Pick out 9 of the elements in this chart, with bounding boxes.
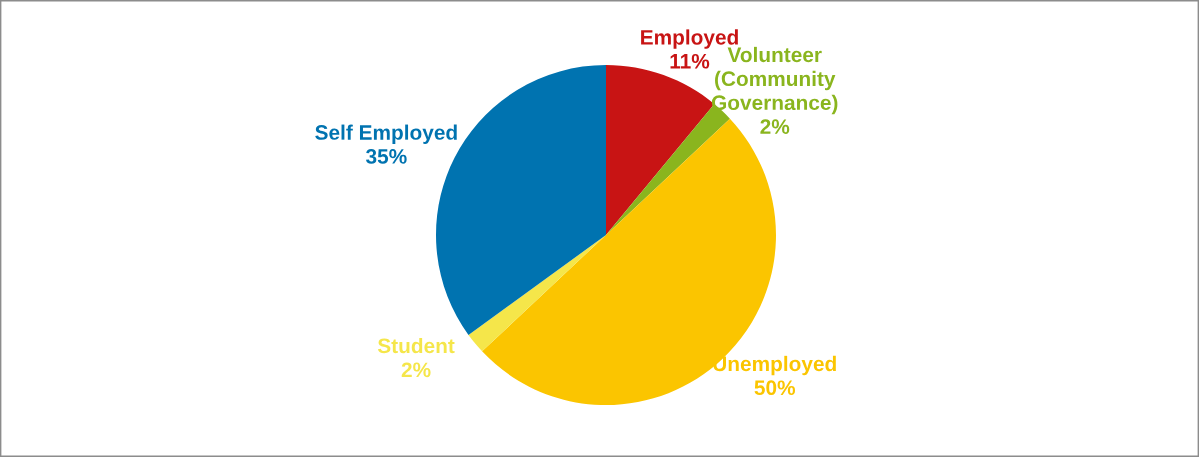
data-label: 11%: [670, 53, 710, 69]
data-label: 50%: [754, 380, 796, 396]
data-label: 35%: [366, 149, 407, 164]
slice-label: Self Employed: [315, 124, 457, 144]
slice-label: Employed: [641, 29, 738, 49]
slice-label: Student: [377, 337, 455, 354]
slice-label: Unemployed: [713, 355, 836, 376]
data-label: 2%: [760, 119, 790, 134]
data-label: 2%: [401, 362, 431, 378]
